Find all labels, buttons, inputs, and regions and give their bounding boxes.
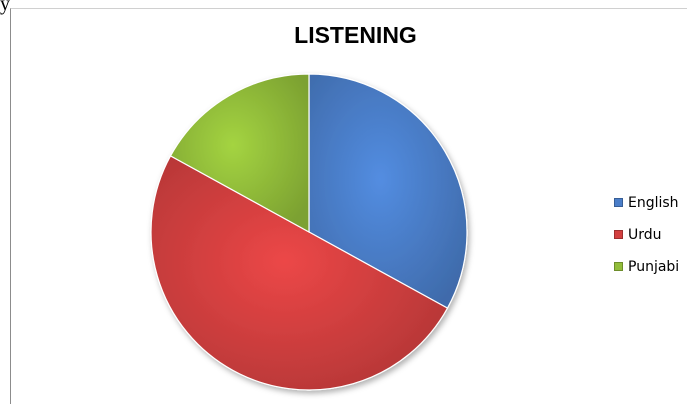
legend-swatch-urdu bbox=[614, 230, 623, 239]
pie-slice-english bbox=[308, 73, 468, 309]
pie-slice-urdu bbox=[150, 155, 449, 391]
legend-item-english: English bbox=[614, 193, 679, 212]
legend-label-english: English bbox=[628, 194, 679, 211]
chart-title: LISTENING bbox=[294, 22, 417, 48]
legend-label-punjabi: Punjabi bbox=[628, 258, 680, 275]
legend-label-urdu: Urdu bbox=[628, 226, 662, 243]
legend-swatch-english bbox=[614, 198, 623, 207]
legend-swatch-punjabi bbox=[614, 262, 623, 271]
legend-item-urdu: Urdu bbox=[614, 225, 679, 244]
legend-item-punjabi: Punjabi bbox=[614, 257, 679, 276]
legend: English Urdu Punjabi bbox=[614, 193, 679, 289]
corner-glyph: y bbox=[0, 0, 10, 15]
pie-slice-punjabi bbox=[169, 73, 310, 234]
